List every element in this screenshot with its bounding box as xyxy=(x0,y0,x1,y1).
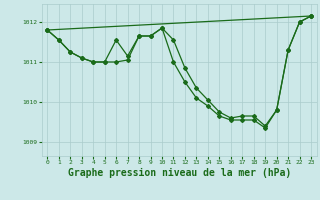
X-axis label: Graphe pression niveau de la mer (hPa): Graphe pression niveau de la mer (hPa) xyxy=(68,168,291,178)
